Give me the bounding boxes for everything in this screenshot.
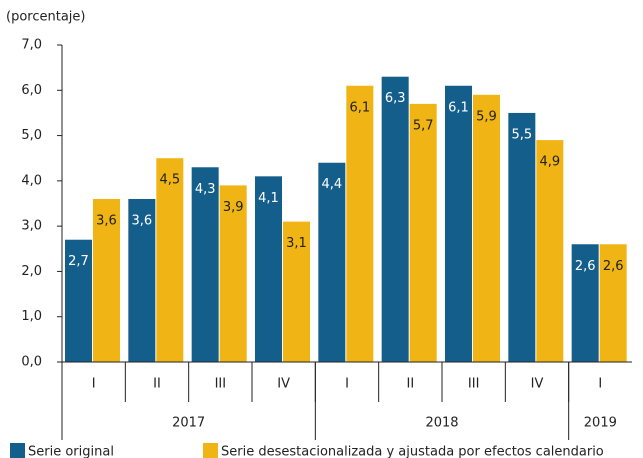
- value-label: 4,4: [321, 177, 342, 192]
- x-tick-label: II: [153, 377, 161, 392]
- y-tick-label: 5,0: [21, 128, 42, 143]
- bar: [93, 198, 120, 362]
- group-label: 2017: [172, 416, 205, 431]
- value-label: 4,3: [195, 182, 216, 197]
- legend-swatch: [10, 443, 25, 458]
- value-label: 5,9: [476, 109, 497, 124]
- bar: [128, 198, 156, 362]
- x-tick-label: III: [215, 377, 227, 392]
- bar: [156, 158, 184, 362]
- y-tick-label: 1,0: [21, 309, 42, 324]
- bar: [283, 221, 310, 362]
- x-tick-label: I: [598, 377, 602, 392]
- y-tick-label: 7,0: [21, 38, 42, 53]
- bar: [445, 85, 472, 362]
- x-tick-label: I: [92, 377, 96, 392]
- x-tick-label: III: [468, 377, 480, 392]
- y-tick-label: 6,0: [21, 83, 42, 98]
- x-tick-label: IV: [531, 377, 544, 392]
- x-tick-label: II: [406, 377, 414, 392]
- y-tick-label: 4,0: [21, 173, 42, 188]
- value-label: 6,1: [448, 100, 469, 115]
- value-label: 3,9: [223, 200, 244, 215]
- value-label: 5,5: [511, 127, 532, 142]
- value-label: 6,3: [385, 91, 406, 106]
- value-label: 4,5: [159, 173, 180, 188]
- bar: [191, 167, 219, 362]
- value-label: 3,6: [131, 213, 152, 228]
- x-tick-label: IV: [277, 377, 290, 392]
- bar: [255, 176, 282, 362]
- legend-label: Serie original: [28, 445, 114, 458]
- bar: [599, 244, 627, 362]
- axis-label: (porcentaje): [6, 10, 85, 25]
- bar: [318, 162, 346, 362]
- bar: [409, 103, 437, 362]
- bar: [346, 85, 374, 362]
- value-label: 2,6: [603, 259, 624, 274]
- value-label: 2,7: [68, 254, 89, 269]
- bar: [381, 76, 409, 362]
- legend-swatch: [203, 443, 218, 458]
- value-label: 6,1: [349, 100, 370, 115]
- value-label: 2,6: [575, 259, 596, 274]
- y-tick-label: 3,0: [21, 219, 42, 234]
- value-label: 4,1: [258, 191, 279, 206]
- y-tick-label: 0,0: [21, 355, 42, 370]
- legend-label: Serie desestacionalizada y ajustada por …: [221, 445, 604, 458]
- y-tick-label: 2,0: [21, 264, 42, 279]
- group-label: 2018: [425, 416, 458, 431]
- bar: [571, 244, 599, 362]
- bar: [473, 94, 500, 363]
- group-label: 2019: [584, 416, 617, 431]
- bar: [219, 185, 247, 362]
- bar: [536, 140, 564, 362]
- value-label: 5,7: [413, 118, 434, 133]
- x-tick-label: I: [345, 377, 349, 392]
- value-label: 4,9: [539, 155, 560, 170]
- bar: [508, 112, 536, 362]
- value-label: 3,1: [286, 236, 307, 251]
- value-label: 3,6: [96, 213, 117, 228]
- bar: [65, 239, 92, 362]
